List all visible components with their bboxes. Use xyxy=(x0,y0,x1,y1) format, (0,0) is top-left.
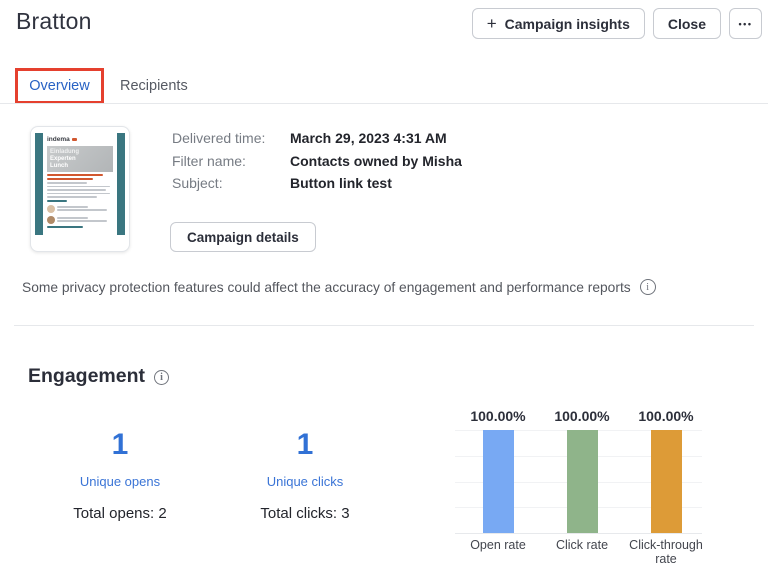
close-button[interactable]: Close xyxy=(652,8,721,39)
bar-click-rate xyxy=(566,430,598,533)
engagement-chart: 100.00% Open rate 100.00% Click rate 100.00%… xyxy=(455,405,705,570)
bar-category-label: Click rate xyxy=(555,538,609,552)
more-options-button[interactable]: ••• xyxy=(729,8,762,39)
engagement-heading: Engagement i xyxy=(28,365,170,388)
bar-value-label: 100.00% xyxy=(554,408,610,424)
unique-clicks-value: 1 xyxy=(296,428,314,461)
skeleton-line xyxy=(47,174,104,176)
delivered-time-value: March 29, 2023 4:31 AM xyxy=(290,130,447,146)
page-title: Bratton xyxy=(16,8,92,34)
campaign-info: Delivered time: March 29, 2023 4:31 AM F… xyxy=(172,130,462,193)
skeleton-line xyxy=(47,192,110,194)
x-axis-line xyxy=(455,533,702,534)
privacy-note-text: Some privacy protection features could a… xyxy=(22,279,631,295)
header-actions: + Campaign insights Close ••• xyxy=(471,8,762,39)
email-contact-row xyxy=(47,204,113,213)
info-icon[interactable]: i xyxy=(639,279,656,295)
tab-overview[interactable]: Overview xyxy=(15,68,104,104)
bar-click-through-rate xyxy=(650,430,682,533)
tab-recipients[interactable]: Recipients xyxy=(120,78,188,94)
email-content: indema Einladung Experten Lunch xyxy=(44,133,116,235)
filter-name-label: Filter name: xyxy=(172,152,246,169)
bar-category-label: Open rate xyxy=(470,538,526,552)
delivered-time-label: Delivered time: xyxy=(172,130,266,146)
skeleton-line xyxy=(57,209,108,211)
unique-opens-stat: 1 Unique opens Total opens: 2 xyxy=(30,428,210,522)
unique-opens-value: 1 xyxy=(111,428,129,461)
skeleton-line xyxy=(47,189,107,191)
email-brand-name: indema xyxy=(47,136,70,143)
skeleton-line xyxy=(57,217,88,219)
total-clicks-text: Total clicks: 3 xyxy=(260,505,350,522)
skeleton-line xyxy=(47,178,94,180)
campaign-details-button[interactable]: Campaign details xyxy=(170,222,316,252)
bar-value-label: 100.00% xyxy=(638,408,694,424)
skeleton-line xyxy=(47,182,87,184)
bar-value-label: 100.00% xyxy=(470,408,526,424)
email-preview-body: indema Einladung Experten Lunch xyxy=(35,131,125,247)
email-contact-row xyxy=(47,215,113,224)
unique-clicks-link[interactable]: Unique clicks xyxy=(266,474,344,489)
skeleton-line xyxy=(47,199,67,202)
email-side-bar xyxy=(35,133,43,235)
skeleton-line xyxy=(47,185,110,187)
email-hero-line: Experten xyxy=(50,156,76,162)
email-hero-line: Einladung xyxy=(50,149,79,155)
section-divider xyxy=(14,325,754,326)
email-hero-banner: Einladung Experten Lunch xyxy=(47,146,113,172)
tab-overview-label: Overview xyxy=(29,78,90,94)
tabs-divider xyxy=(0,103,768,104)
skeleton-line xyxy=(57,206,88,208)
plus-icon: + xyxy=(486,13,497,33)
email-brand-chip xyxy=(71,138,77,141)
engagement-heading-text: Engagement xyxy=(28,365,146,387)
subject-label: Subject: xyxy=(172,175,223,191)
info-icon[interactable]: i xyxy=(154,370,170,385)
ellipsis-icon: ••• xyxy=(738,18,753,29)
email-side-bar xyxy=(117,133,125,235)
privacy-note: Some privacy protection features could a… xyxy=(22,279,656,295)
email-brand-logo: indema xyxy=(47,136,113,143)
avatar xyxy=(47,215,55,224)
skeleton-line xyxy=(57,220,108,222)
skeleton-line xyxy=(47,196,97,198)
email-hero-line: Lunch xyxy=(50,163,68,169)
bar-category-label: Click-through rate xyxy=(629,538,703,566)
filter-name-value: Contacts owned by Misha xyxy=(290,152,462,169)
total-opens-text: Total opens: 2 xyxy=(73,505,167,522)
unique-clicks-stat: 1 Unique clicks Total clicks: 3 xyxy=(215,428,395,522)
avatar xyxy=(47,204,55,213)
subject-value: Button link test xyxy=(290,175,392,191)
campaign-insights-label: Campaign insights xyxy=(504,15,630,32)
email-footer-link xyxy=(47,225,84,228)
unique-opens-link[interactable]: Unique opens xyxy=(79,474,161,489)
email-preview-thumbnail[interactable]: indema Einladung Experten Lunch xyxy=(30,126,130,252)
bar-open-rate xyxy=(482,430,514,533)
campaign-insights-button[interactable]: + Campaign insights xyxy=(471,8,645,39)
